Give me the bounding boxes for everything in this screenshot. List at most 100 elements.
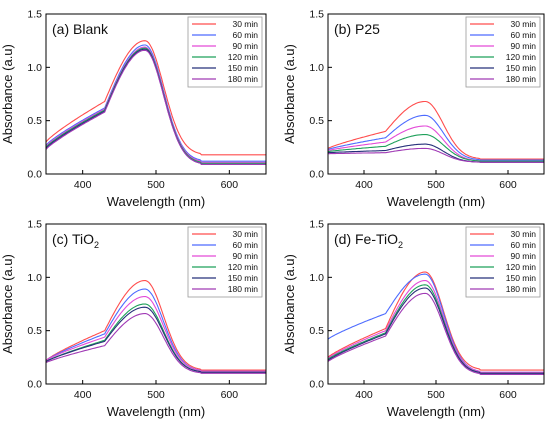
x-tick-label: 600 bbox=[499, 179, 517, 191]
series-lines bbox=[45, 280, 266, 374]
legend-label: 180 min bbox=[228, 284, 259, 294]
legend-label: 180 min bbox=[228, 74, 259, 84]
legend-label: 60 min bbox=[510, 240, 536, 250]
series-line-120-min bbox=[45, 303, 266, 373]
y-axis-label: Absorbance (a.u) bbox=[0, 44, 15, 144]
series-line-90-min bbox=[327, 125, 544, 162]
panel-label: (b) P25 bbox=[334, 21, 380, 37]
y-tick-label: 0.0 bbox=[309, 169, 324, 181]
legend-label: 30 min bbox=[510, 19, 536, 29]
x-tick-label: 400 bbox=[74, 389, 92, 401]
y-tick-label: 1.5 bbox=[27, 9, 42, 21]
y-tick-label: 1.5 bbox=[309, 219, 324, 231]
y-tick-label: 1.5 bbox=[27, 219, 42, 231]
series-line-120-min bbox=[327, 284, 544, 374]
y-axis-label: Absorbance (a.u) bbox=[282, 44, 297, 144]
legend-box bbox=[187, 226, 263, 298]
y-tick-label: 0.5 bbox=[309, 325, 324, 337]
legend-label: 120 min bbox=[506, 262, 537, 272]
legend-label: 150 min bbox=[228, 63, 259, 73]
series-line-180-min bbox=[45, 49, 266, 165]
x-tick-label: 400 bbox=[355, 179, 373, 191]
series-line-150-min bbox=[327, 287, 544, 374]
panel-label-subscript: 2 bbox=[398, 240, 403, 250]
series-line-60-min bbox=[45, 44, 266, 162]
legend-box bbox=[187, 16, 263, 88]
chart-panel-4: 400 500 600 0.0 0.5 1.0 1.5 Wavelength (nm) Abso… bbox=[282, 219, 545, 419]
y-tick-label: 1.0 bbox=[27, 62, 42, 74]
legend-label: 30 min bbox=[510, 229, 536, 239]
series-line-150-min bbox=[45, 306, 266, 373]
legend-label: 90 min bbox=[510, 41, 536, 51]
legend-label: 90 min bbox=[232, 251, 258, 261]
x-tick-label: 400 bbox=[355, 389, 373, 401]
x-axis-label: Wavelength (nm) bbox=[387, 404, 486, 419]
chart-panel-1: 400 500 600 0.0 0.5 1.0 1.5 Wavelength (nm) Abso… bbox=[0, 9, 267, 209]
x-axis-label: Wavelength (nm) bbox=[107, 404, 206, 419]
x-tick-label: 500 bbox=[427, 389, 445, 401]
series-lines bbox=[327, 271, 544, 375]
series-line-30-min bbox=[327, 271, 544, 371]
series-line-180-min bbox=[328, 147, 544, 163]
legend-label: 180 min bbox=[506, 284, 537, 294]
series-line-90-min bbox=[45, 295, 266, 372]
legend-label: 150 min bbox=[506, 273, 537, 283]
chart-panel-2: 400 500 600 0.0 0.5 1.0 1.5 Wavelength (nm) Abso… bbox=[282, 9, 545, 209]
x-tick-label: 600 bbox=[499, 389, 517, 401]
y-tick-label: 1.0 bbox=[309, 272, 324, 284]
y-tick-label: 0.5 bbox=[27, 325, 42, 337]
y-tick-label: 0.0 bbox=[27, 169, 42, 181]
legend-label: 30 min bbox=[232, 229, 258, 239]
series-line-120-min bbox=[327, 133, 544, 162]
y-tick-label: 1.0 bbox=[27, 272, 42, 284]
y-tick-label: 0.0 bbox=[309, 379, 324, 391]
x-tick-label: 600 bbox=[221, 179, 239, 191]
panel-label: (a) Blank bbox=[52, 21, 109, 37]
series-lines bbox=[45, 40, 266, 165]
legend-box bbox=[465, 16, 541, 88]
legend-label: 60 min bbox=[510, 30, 536, 40]
series-line-60-min bbox=[45, 288, 266, 372]
y-tick-label: 0.5 bbox=[27, 115, 42, 127]
legend-label: 120 min bbox=[228, 262, 259, 272]
legend-label: 90 min bbox=[510, 251, 536, 261]
legend-label: 60 min bbox=[232, 240, 258, 250]
y-tick-label: 0.5 bbox=[309, 115, 324, 127]
legend-label: 60 min bbox=[232, 30, 258, 40]
legend-label: 150 min bbox=[228, 273, 259, 283]
y-tick-label: 1.5 bbox=[309, 9, 324, 21]
series-line-30-min bbox=[45, 280, 266, 371]
chart-panel-3: 400 500 600 0.0 0.5 1.0 1.5 Wavelength (nm) Abso… bbox=[0, 219, 267, 419]
y-tick-label: 1.0 bbox=[309, 62, 324, 74]
legend-label: 120 min bbox=[228, 52, 259, 62]
series-line-30-min bbox=[327, 100, 544, 160]
x-tick-label: 400 bbox=[74, 179, 92, 191]
x-axis-label: Wavelength (nm) bbox=[107, 194, 206, 209]
legend-label: 180 min bbox=[506, 74, 537, 84]
series-line-60-min bbox=[327, 114, 544, 161]
series-line-30-min bbox=[45, 40, 266, 156]
legend-box bbox=[465, 226, 541, 298]
panel-label-subscript: 2 bbox=[94, 240, 99, 250]
legend-label: 30 min bbox=[232, 19, 258, 29]
y-tick-label: 0.0 bbox=[27, 379, 42, 391]
y-axis-label: Absorbance (a.u) bbox=[282, 254, 297, 354]
legend-label: 90 min bbox=[232, 41, 258, 51]
series-line-90-min bbox=[327, 280, 544, 373]
x-tick-label: 500 bbox=[427, 179, 445, 191]
panel-label: (c) TiO2 bbox=[52, 231, 99, 250]
series-line-180-min bbox=[327, 292, 544, 375]
y-axis-label: Absorbance (a.u) bbox=[0, 254, 15, 354]
series-line-180-min bbox=[45, 313, 266, 374]
x-tick-label: 600 bbox=[221, 389, 239, 401]
x-tick-label: 500 bbox=[147, 389, 165, 401]
x-tick-label: 500 bbox=[147, 179, 165, 191]
legend-label: 120 min bbox=[506, 52, 537, 62]
legend-label: 150 min bbox=[506, 63, 537, 73]
x-axis-label: Wavelength (nm) bbox=[387, 194, 486, 209]
